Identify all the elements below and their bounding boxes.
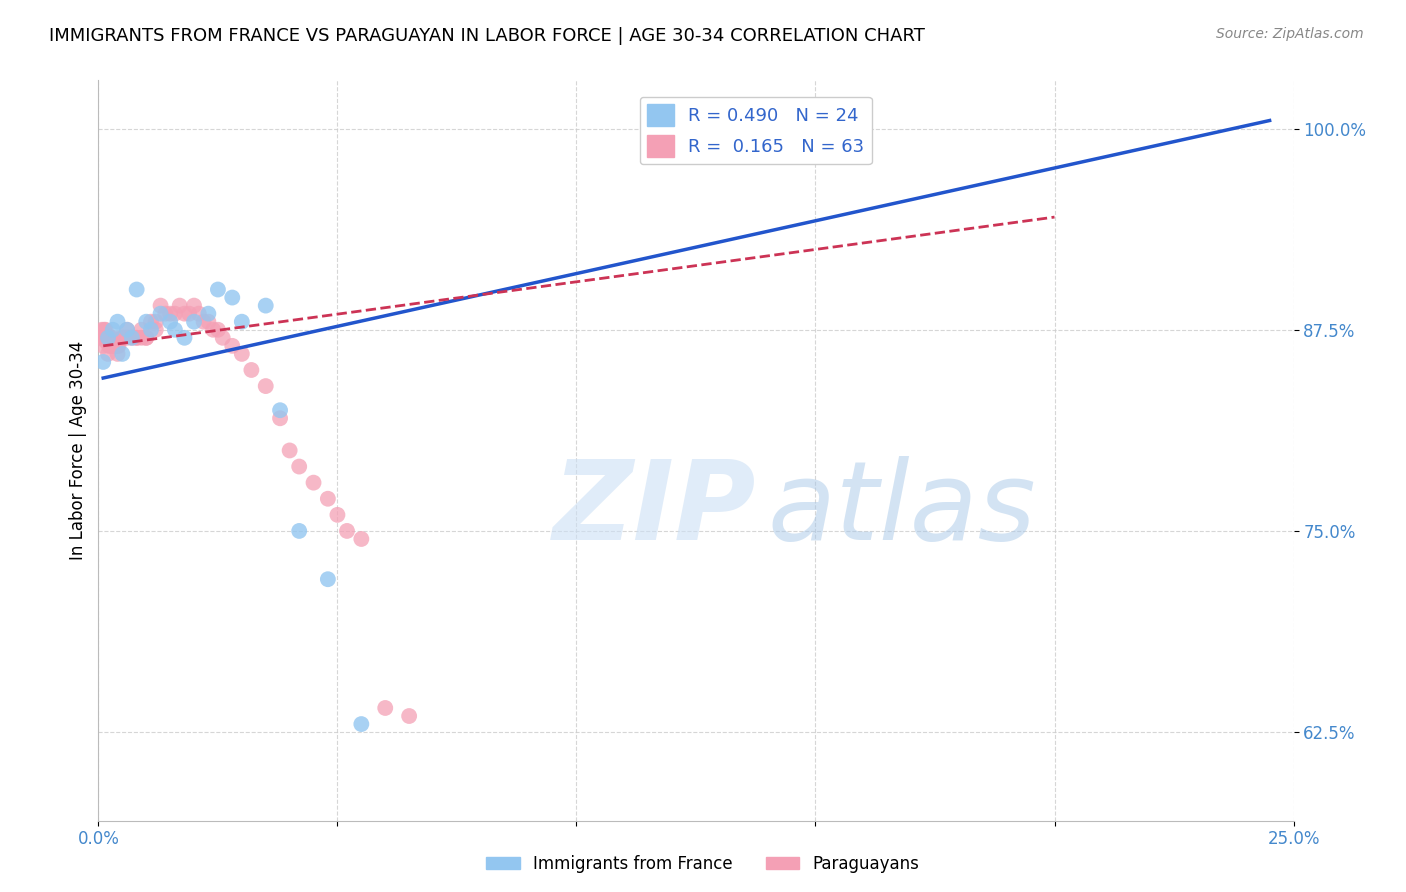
Point (131, 331, 153, 345)
Point (350, 717, 373, 731)
Point (316, 572, 339, 586)
Point (121, 331, 143, 345)
Point (101, 323, 124, 337)
Point (155, 307, 177, 321)
Point (316, 491, 339, 506)
Point (374, 701, 396, 715)
Point (139, 315, 162, 329)
Point (135, 315, 157, 329)
Point (115, 323, 138, 337)
Point (163, 323, 186, 337)
Point (97, 339, 120, 353)
Point (93, 323, 115, 337)
Point (96, 331, 118, 345)
Point (149, 299, 172, 313)
Legend: R = 0.490   N = 24, R =  0.165   N = 63: R = 0.490 N = 24, R = 0.165 N = 63 (640, 96, 872, 164)
Point (288, 524, 311, 538)
Point (197, 315, 219, 329)
Point (240, 363, 263, 377)
Point (121, 331, 143, 345)
Text: IMMIGRANTS FROM FRANCE VS PARAGUAYAN IN LABOR FORCE | AGE 30-34 CORRELATION CHAR: IMMIGRANTS FROM FRANCE VS PARAGUAYAN IN … (49, 27, 925, 45)
Point (94, 323, 117, 337)
Point (104, 339, 127, 353)
Point (107, 347, 129, 361)
Point (90, 331, 112, 345)
Point (107, 315, 129, 329)
Point (187, 307, 209, 321)
Point (221, 339, 243, 353)
Point (221, 291, 243, 305)
Point (183, 315, 205, 329)
Text: atlas: atlas (768, 456, 1036, 563)
Point (98, 339, 122, 353)
Point (90, 323, 112, 337)
Point (207, 283, 229, 297)
Point (149, 307, 172, 321)
Point (336, 524, 359, 538)
Point (111, 331, 134, 345)
Point (159, 315, 181, 329)
Point (398, 709, 420, 723)
Point (173, 307, 195, 321)
Point (173, 331, 195, 345)
Point (103, 339, 125, 353)
Point (101, 331, 124, 345)
Point (202, 323, 225, 337)
Point (269, 403, 291, 417)
Point (125, 283, 148, 297)
Point (107, 339, 129, 353)
Point (193, 315, 215, 329)
Y-axis label: In Labor Force | Age 30-34: In Labor Force | Age 30-34 (69, 341, 87, 560)
Point (125, 331, 148, 345)
Point (91, 339, 114, 353)
Point (278, 443, 301, 458)
Point (97, 331, 120, 345)
Point (326, 508, 349, 522)
Point (135, 331, 157, 345)
Point (94, 334, 117, 348)
Point (111, 331, 134, 345)
Point (350, 532, 373, 546)
Text: Source: ZipAtlas.com: Source: ZipAtlas.com (1216, 27, 1364, 41)
Point (211, 331, 233, 345)
Point (145, 323, 167, 337)
Point (254, 379, 277, 393)
Point (115, 323, 138, 337)
Text: ZIP: ZIP (553, 456, 756, 563)
Point (131, 323, 153, 337)
Point (183, 299, 205, 313)
Point (107, 339, 129, 353)
Point (139, 323, 162, 337)
Point (169, 299, 191, 313)
Point (145, 315, 167, 329)
Point (111, 347, 134, 361)
Point (179, 307, 201, 321)
Point (91, 355, 114, 369)
Point (231, 347, 253, 361)
Point (254, 299, 277, 313)
Point (163, 307, 186, 321)
Point (207, 323, 229, 337)
Point (302, 475, 325, 490)
Point (135, 331, 157, 345)
Legend: Immigrants from France, Paraguayans: Immigrants from France, Paraguayans (479, 848, 927, 880)
Point (91, 331, 114, 345)
Point (98, 331, 122, 345)
Point (93, 331, 115, 345)
Point (231, 315, 253, 329)
Point (97, 347, 120, 361)
Point (288, 459, 311, 474)
Point (115, 331, 138, 345)
Point (269, 411, 291, 425)
Point (125, 331, 148, 345)
Point (159, 307, 181, 321)
Point (101, 339, 124, 353)
Point (197, 307, 219, 321)
Point (97, 331, 120, 345)
